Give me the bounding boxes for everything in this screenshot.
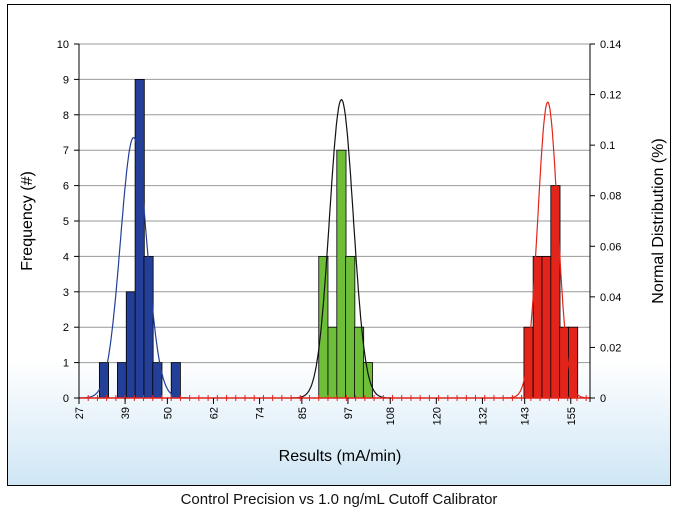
x-tick-label: 62	[208, 407, 220, 419]
x-axis-label: Results (mA/min)	[279, 448, 402, 465]
x-tick-label: 132	[477, 407, 489, 425]
x-tick-label: 120	[431, 407, 443, 425]
y2-tick-label: 0.12	[600, 90, 621, 102]
normal-curve	[505, 101, 590, 399]
tick-labels: 0 1 2 3 4 5 6 7 8 9 10 0 0.02 0.04 0.06 0.08 0.1 0.12 0.14…	[57, 39, 622, 425]
histogram-bar	[336, 149, 347, 399]
x-tick-label: 108	[385, 407, 397, 425]
y-tick-label: 6	[63, 181, 69, 193]
x-tick-label: 39	[120, 407, 132, 419]
x-tick-label: 143	[520, 407, 532, 425]
normal-curves	[78, 98, 590, 399]
normal-curve	[291, 98, 392, 399]
y-tick-label: 4	[63, 251, 69, 263]
y-tick-label: 7	[63, 145, 69, 157]
histogram-bar	[345, 255, 356, 399]
histogram-bar	[559, 326, 570, 399]
y2-tick-label: 0.06	[600, 241, 621, 253]
y-tick-label: 5	[63, 216, 69, 228]
x-tick-label: 50	[162, 407, 174, 419]
y-tick-label: 9	[63, 74, 69, 86]
histogram-bar	[117, 362, 128, 399]
y-axis-label: Frequency (#)	[19, 171, 36, 271]
y2-tick-label: 0.08	[600, 191, 621, 203]
histogram-bars	[98, 79, 579, 399]
y-tick-label: 2	[63, 322, 69, 334]
x-tick-label: 155	[566, 407, 578, 425]
histogram-bar	[143, 255, 154, 399]
y-tick-label: 3	[63, 287, 69, 299]
histogram-bar	[327, 326, 338, 399]
y2-tick-label: 0.02	[600, 342, 621, 354]
histogram-bar	[170, 362, 181, 399]
gridlines	[79, 43, 590, 364]
y2-axis-label: Normal Distribution (%)	[650, 138, 667, 303]
histogram-bar	[134, 79, 145, 399]
y2-tick-label: 0.1	[600, 140, 615, 152]
x-tick-label: 97	[343, 407, 355, 419]
x-tick-label: 74	[255, 407, 267, 419]
histogram-bar	[125, 291, 136, 399]
histogram-bar	[541, 255, 552, 399]
x-tick-label: 27	[74, 407, 86, 419]
axes	[74, 43, 595, 404]
y2-tick-label: 0	[600, 393, 606, 405]
x-tick-label: 85	[297, 407, 309, 419]
y-tick-label: 8	[63, 110, 69, 122]
histogram-bar	[318, 255, 329, 399]
y-tick-label: 0	[63, 393, 69, 405]
histogram-bar	[362, 362, 373, 399]
y2-tick-label: 0.14	[600, 39, 621, 51]
chart-caption: Control Precision vs 1.0 ng/mL Cutoff Ca…	[180, 491, 498, 508]
y-tick-label: 1	[63, 358, 69, 370]
normal-curve	[78, 136, 189, 399]
histogram-bar	[550, 185, 561, 399]
y2-tick-label: 0.04	[600, 292, 621, 304]
histogram-bar	[523, 326, 534, 399]
y-tick-label: 10	[57, 39, 69, 51]
histogram-bar	[98, 362, 109, 399]
